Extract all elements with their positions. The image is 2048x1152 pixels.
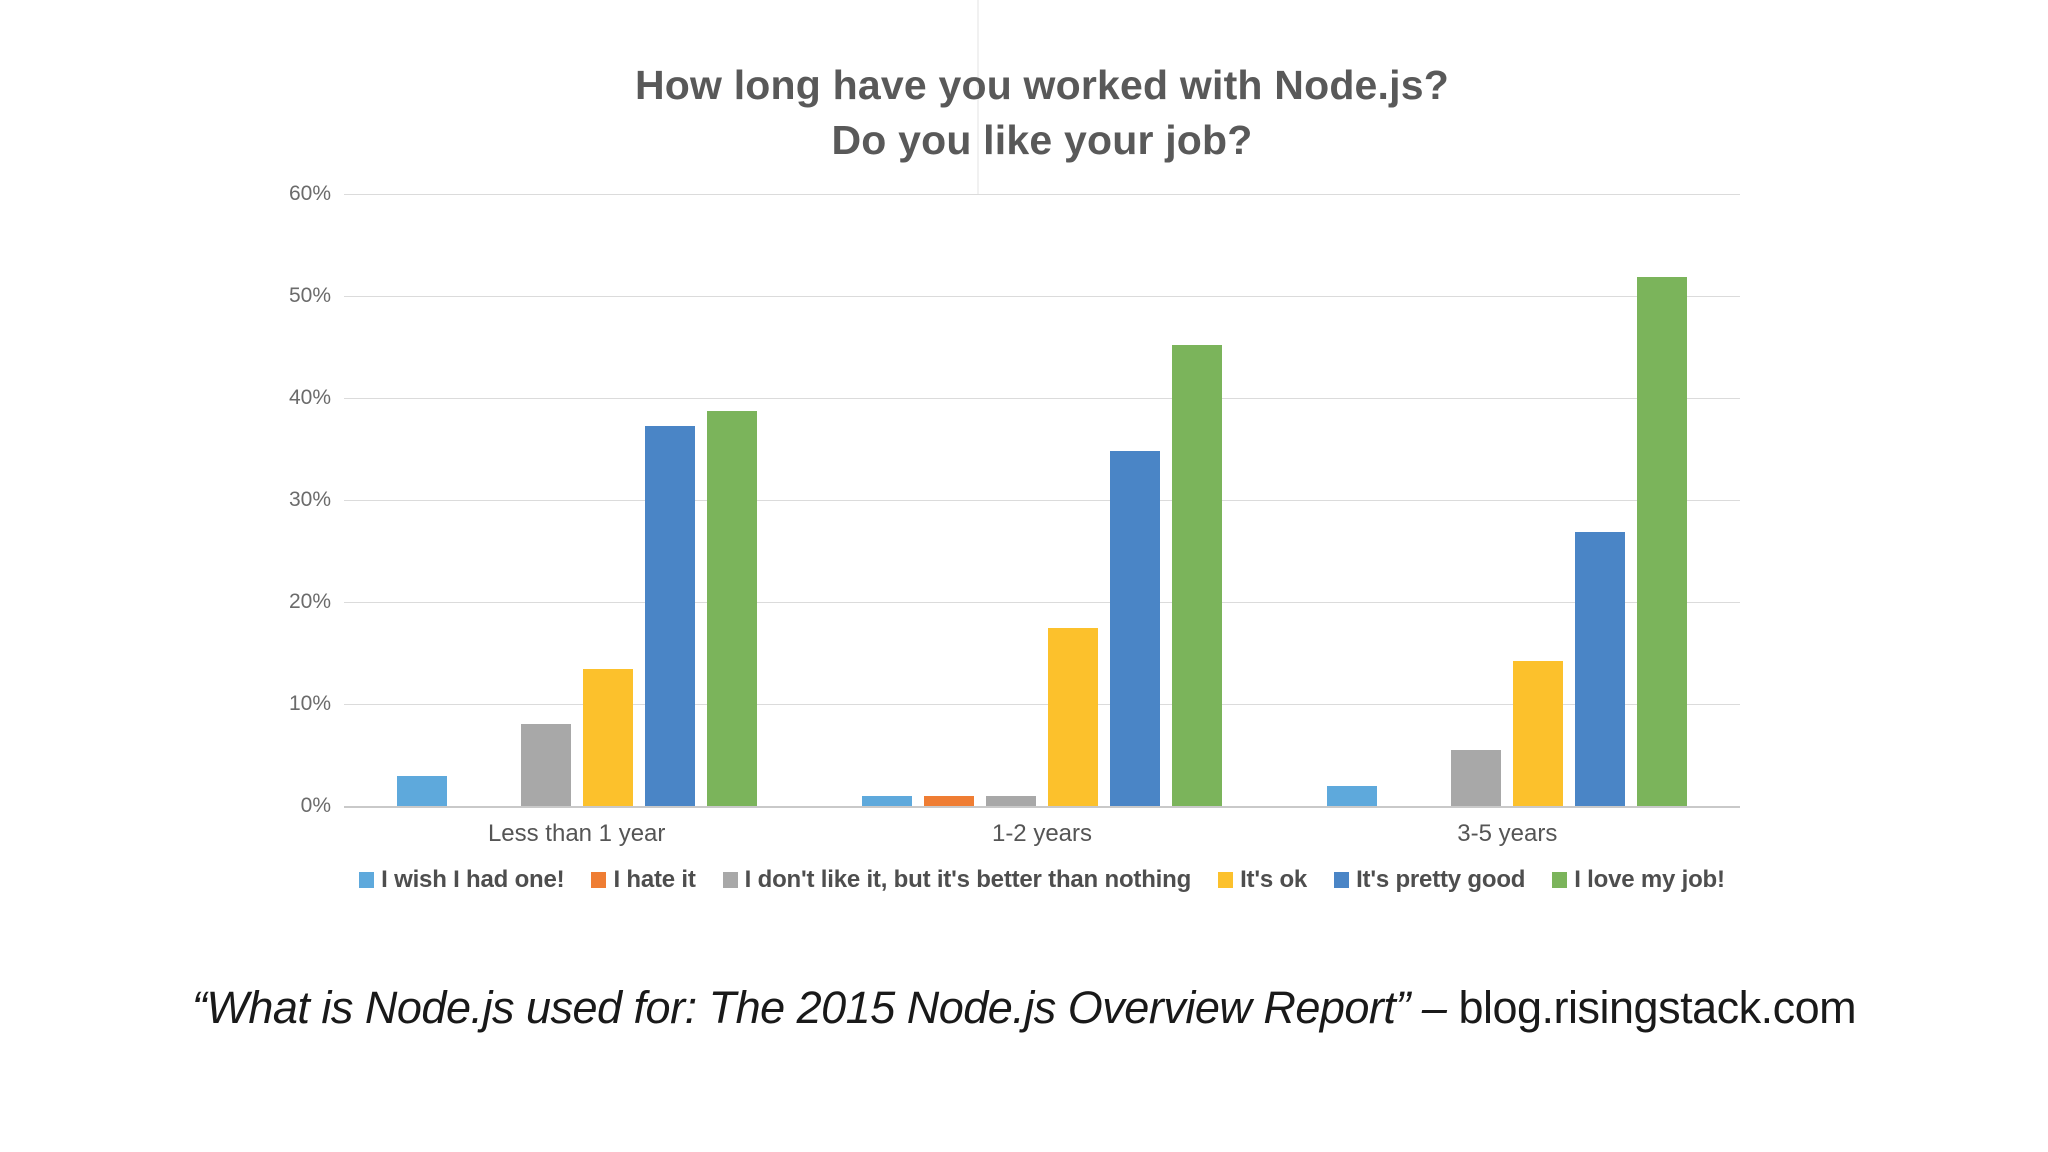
legend-item-it-s-ok: It's ok: [1218, 866, 1307, 894]
source-caption: “What is Node.js used for: The 2015 Node…: [0, 982, 2048, 1034]
bar-it-s-pretty-good-less-than-1-year: [644, 425, 695, 806]
y-tick-60: 60%: [288, 182, 331, 205]
x-label-3-5-years: 3-5 years: [1457, 820, 1558, 847]
legend-item-i-don-t-like-it-but-it-s-better-than-nothing: I don't like it, but it's better than no…: [722, 866, 1192, 894]
chart-title-line1: How long have you worked with Node.js?: [634, 62, 1449, 108]
y-tick-50: 50%: [288, 284, 331, 307]
legend-marker-icon: [1218, 872, 1234, 888]
gridline-20: [344, 602, 1740, 603]
caption-quote: “What is Node.js used for: The 2015 Node…: [191, 982, 1411, 1033]
y-tick-40: 40%: [288, 386, 331, 409]
legend-label: It's ok: [1240, 866, 1308, 893]
y-tick-10: 10%: [288, 692, 331, 715]
gridline-30: [344, 500, 1740, 501]
bar-group-less-than-1-year: [344, 194, 809, 806]
bar-i-hate-it-1-2-years: [923, 795, 974, 806]
bar-i-don-t-like-it-but-it-s-better-than-nothing-3-5-years: [1451, 749, 1502, 806]
legend-marker-icon: [591, 872, 607, 888]
legend: I wish I had one! I hate it I don't like i…: [344, 866, 1740, 894]
x-label-1-2-years: 1-2 years: [991, 820, 1093, 847]
bar-i-wish-i-had-one-1-2-years: [861, 795, 912, 806]
legend-item-i-wish-i-had-one: I wish I had one!: [359, 866, 565, 894]
legend-marker-icon: [1334, 872, 1350, 888]
legend-item-it-s-pretty-good: It's pretty good: [1334, 866, 1525, 894]
bar-group-1-2-years: [809, 194, 1274, 806]
bar-it-s-ok-3-5-years: [1513, 661, 1564, 806]
gridline-0: [344, 806, 1740, 808]
chart-title: How long have you worked with Node.js? D…: [344, 58, 1740, 168]
gridline-40: [344, 398, 1740, 399]
bar-groups: [344, 194, 1740, 806]
gridline-10: [344, 704, 1740, 705]
legend-item-i-hate-it: I hate it: [591, 866, 696, 894]
legend-label: It's pretty good: [1356, 866, 1526, 893]
legend-marker-icon: [722, 872, 738, 888]
bar-i-wish-i-had-one-3-5-years: [1327, 785, 1378, 806]
gridline-60: [344, 194, 1740, 195]
bar-i-love-my-job-1-2-years: [1171, 345, 1222, 806]
x-axis-labels: Less than 1 year 1-2 years 3-5 years: [344, 820, 1740, 848]
legend-label: I don't like it, but it's better than no…: [744, 866, 1192, 893]
bar-it-s-ok-less-than-1-year: [582, 669, 633, 806]
bar-i-don-t-like-it-but-it-s-better-than-nothing-1-2-years: [985, 795, 1036, 806]
chart-title-line2: Do you like your job?: [831, 117, 1253, 163]
bar-group-3-5-years: [1275, 194, 1740, 806]
legend-label: I wish I had one!: [381, 866, 565, 893]
bar-i-don-t-like-it-but-it-s-better-than-nothing-less-than-1-year: [520, 724, 571, 806]
x-label-less-than-1-year: Less than 1 year: [487, 820, 666, 847]
bar-it-s-pretty-good-1-2-years: [1109, 451, 1160, 806]
y-tick-30: 30%: [288, 488, 331, 511]
caption-source: blog.risingstack.com: [1458, 982, 1857, 1033]
bar-i-wish-i-had-one-less-than-1-year: [396, 776, 447, 806]
y-tick-0: 0%: [300, 794, 331, 817]
legend-label: I hate it: [613, 866, 696, 893]
gridline-50: [344, 296, 1740, 297]
bar-it-s-ok-1-2-years: [1047, 627, 1098, 806]
legend-label: I love my job!: [1574, 866, 1725, 893]
legend-marker-icon: [359, 872, 375, 888]
slide-placeholder-edge-line: [977, 0, 979, 194]
legend-item-i-love-my-job: I love my job!: [1552, 866, 1725, 894]
bar-i-love-my-job-less-than-1-year: [706, 411, 757, 806]
y-tick-20: 20%: [288, 590, 331, 613]
bar-i-love-my-job-3-5-years: [1637, 276, 1688, 806]
bar-it-s-pretty-good-3-5-years: [1575, 531, 1626, 806]
caption-dash: –: [1409, 982, 1459, 1033]
legend-marker-icon: [1552, 872, 1568, 888]
plot-area: 60% 50% 40% 30% 20% 10% 0%: [289, 182, 1740, 817]
